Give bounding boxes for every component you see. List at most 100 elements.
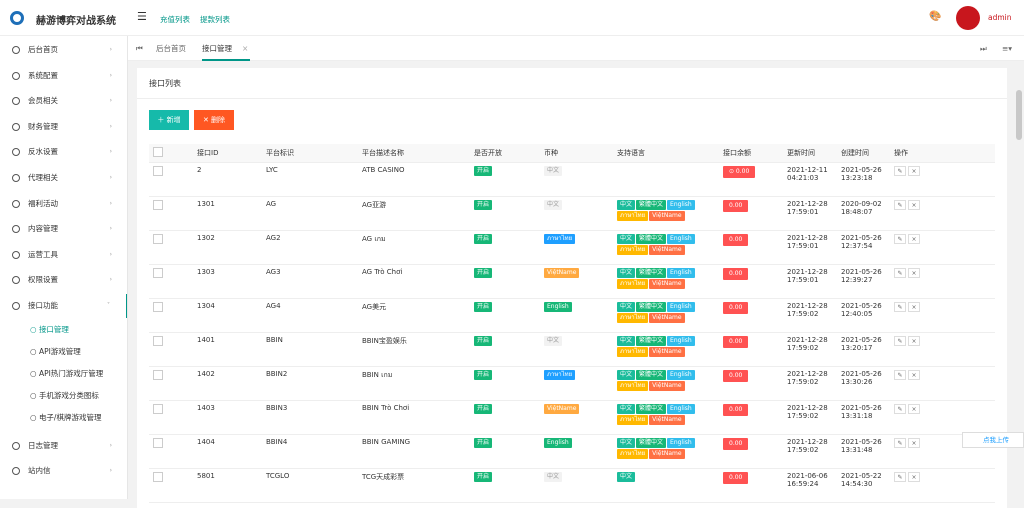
- cell: AG4: [262, 298, 358, 333]
- menu-item[interactable]: 代理相关 ›: [0, 166, 127, 190]
- avatar[interactable]: [956, 6, 980, 30]
- tab-nav[interactable]: ⏮: [136, 44, 143, 53]
- balance-tag[interactable]: 0.00: [723, 234, 749, 246]
- edit-button[interactable]: ✎: [894, 438, 906, 448]
- edit-button[interactable]: ✎: [894, 268, 906, 278]
- checkbox[interactable]: [153, 268, 163, 278]
- table-row: 1404 BBIN4 BBIN GAMING 开启 English 中文 繁體中文 Engli…: [149, 434, 995, 469]
- currency-tag: 中文: [544, 200, 563, 210]
- tab-active[interactable]: 接口管理: [202, 36, 250, 61]
- checkbox[interactable]: [153, 472, 163, 482]
- checkbox[interactable]: [153, 147, 163, 157]
- language-tag: ViệtName: [649, 347, 685, 357]
- edit-button[interactable]: ✎: [894, 404, 906, 414]
- currency-tag: ViệtName: [544, 268, 580, 278]
- checkbox[interactable]: [153, 234, 163, 244]
- data-table: 接口ID 平台标识 平台描述名称 是否开放 币种 支持语言 接口余额 更新时间 创建时间 操作 2 L…: [149, 144, 995, 503]
- submenu-item[interactable]: ○ API游戏管理: [0, 342, 127, 362]
- menu-item[interactable]: 系统配置 ›: [0, 64, 127, 88]
- remove-button[interactable]: ×: [908, 234, 920, 244]
- edit-button[interactable]: ✎: [894, 370, 906, 380]
- checkbox[interactable]: [153, 336, 163, 346]
- submenu-item[interactable]: ○ 电子/棋牌游戏管理: [0, 408, 127, 428]
- cell: [149, 366, 193, 401]
- nav-link[interactable]: 提款列表: [200, 15, 230, 24]
- checkbox[interactable]: [153, 438, 163, 448]
- datetime-part: 17:59:02: [787, 378, 819, 386]
- menu-item[interactable]: 福利活动 ›: [0, 192, 127, 216]
- delete-button[interactable]: ✕ 删除: [194, 110, 234, 130]
- submenu-item[interactable]: ○ 手机游戏分类图标: [0, 386, 127, 406]
- menu-item[interactable]: 会员相关 ›: [0, 89, 127, 113]
- theme-icon[interactable]: 🎨: [929, 11, 942, 22]
- checkbox[interactable]: [153, 200, 163, 210]
- menu-item[interactable]: 后台首页 ›: [0, 38, 127, 62]
- user-name[interactable]: admin: [988, 13, 1012, 22]
- balance-tag[interactable]: 0.00: [723, 336, 749, 348]
- submenu-item[interactable]: ○ 接口管理: [0, 320, 127, 340]
- balance-tag[interactable]: 0.00: [723, 438, 749, 450]
- edit-button[interactable]: ✎: [894, 472, 906, 482]
- edit-button[interactable]: ✎: [894, 234, 906, 244]
- menu-item[interactable]: 反水设置 ›: [0, 140, 127, 164]
- remove-button[interactable]: ×: [908, 370, 920, 380]
- checkbox[interactable]: [153, 404, 163, 414]
- cell: [149, 230, 193, 265]
- language-tag: 中文: [617, 234, 636, 244]
- balance-tag[interactable]: ⊙ 0.00: [723, 166, 756, 178]
- menu-item[interactable]: 日志管理 ›: [0, 434, 127, 458]
- nav-link[interactable]: 充值列表: [160, 15, 190, 24]
- scrollbar[interactable]: [1016, 90, 1022, 140]
- checkbox[interactable]: [153, 370, 163, 380]
- checkbox[interactable]: [153, 302, 163, 312]
- float-button[interactable]: 点我上传: [962, 432, 1024, 448]
- language-tag: 繁體中文: [636, 336, 667, 346]
- balance-tag[interactable]: 0.00: [723, 404, 749, 416]
- submenu-item[interactable]: ○ API热门游戏厅管理: [0, 364, 127, 384]
- edit-button[interactable]: ✎: [894, 336, 906, 346]
- add-button[interactable]: ＋ 新增: [149, 110, 189, 130]
- remove-button[interactable]: ×: [908, 166, 920, 176]
- edit-button[interactable]: ✎: [894, 302, 906, 312]
- menu-item[interactable]: 运营工具 ›: [0, 243, 127, 267]
- checkbox[interactable]: [153, 166, 163, 176]
- tab[interactable]: 后台首页: [156, 44, 186, 53]
- cell: ✎ ×: [890, 196, 995, 231]
- remove-button[interactable]: ×: [908, 404, 920, 414]
- cell: 中文 繁體中文 English ภาษาไทย ViệtName: [613, 298, 719, 333]
- menu-arrow: ›: [109, 467, 112, 475]
- tab-menu[interactable]: ≡▾: [1002, 44, 1013, 53]
- remove-button[interactable]: ×: [908, 472, 920, 482]
- menu-toggle[interactable]: ☰: [137, 10, 147, 23]
- remove-button[interactable]: ×: [908, 336, 920, 346]
- cell: TCGLO: [262, 468, 358, 503]
- tab-nav[interactable]: ⏭: [980, 44, 987, 53]
- edit-button[interactable]: ✎: [894, 166, 906, 176]
- edit-button[interactable]: ✎: [894, 200, 906, 210]
- balance-tag[interactable]: 0.00: [723, 268, 749, 280]
- header-cell: 创建时间: [837, 144, 890, 163]
- cell: 中文 繁體中文 English ภาษาไทย ViệtName: [613, 434, 719, 469]
- menu-label: 代理相关: [28, 173, 58, 182]
- menu-item[interactable]: 财务管理 ›: [0, 115, 127, 139]
- menu-arrow: ›: [109, 71, 112, 79]
- remove-button[interactable]: ×: [908, 438, 920, 448]
- remove-button[interactable]: ×: [908, 268, 920, 278]
- menu-item[interactable]: 接口功能 ˅: [0, 294, 127, 318]
- balance-tag[interactable]: 0.00: [723, 302, 749, 314]
- menu-item[interactable]: 权限设置 ›: [0, 268, 127, 292]
- remove-button[interactable]: ×: [908, 200, 920, 210]
- balance-tag[interactable]: 0.00: [723, 370, 749, 382]
- tab-close[interactable]: ×: [242, 44, 249, 53]
- menu-icon: [12, 467, 20, 476]
- menu-item[interactable]: 内容管理 ›: [0, 217, 127, 241]
- menu-label: 站内信: [28, 466, 51, 476]
- balance-tag[interactable]: 0.00: [723, 200, 749, 212]
- menu-item[interactable]: 站内信 ›: [0, 459, 127, 483]
- submenu-icon: ○: [30, 346, 39, 356]
- cell: 开启: [470, 400, 540, 435]
- datetime-part: 2021-05-26: [841, 370, 882, 378]
- remove-button[interactable]: ×: [908, 302, 920, 312]
- balance-tag[interactable]: 0.00: [723, 472, 749, 484]
- datetime-part: 18:48:07: [841, 208, 873, 216]
